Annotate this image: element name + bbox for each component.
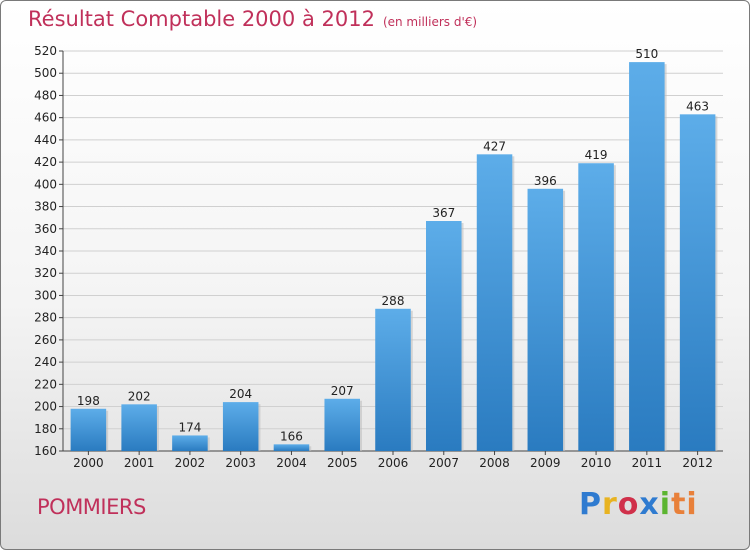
x-tick-label: 2010 [581, 456, 612, 470]
logo-letter: r [602, 487, 618, 522]
x-tick-label: 2007 [428, 456, 459, 470]
bar-layer [70, 62, 718, 452]
x-tick-label: 2000 [73, 456, 104, 470]
title-text: Résultat Comptable 2000 à 2012 [28, 7, 375, 31]
bar [426, 221, 462, 451]
commune-name: POMMIERS [37, 495, 146, 519]
x-tick-label: 2001 [124, 456, 155, 470]
axis-layer: 160 180 200 220 240 260 280 300 320 340 360 380 400 4… [34, 44, 723, 470]
bar [578, 163, 614, 451]
y-tick-label: 520 [34, 44, 57, 58]
y-tick-label: 300 [34, 288, 57, 302]
chart-subtitle: (en milliers d'€) [382, 15, 478, 29]
data-label: 288 [382, 294, 405, 308]
x-tick-label: 2011 [632, 456, 663, 470]
x-tick-label: 2006 [378, 456, 409, 470]
y-tick-label: 260 [34, 333, 57, 347]
logo-letter: x [639, 487, 660, 522]
data-label: 202 [128, 389, 151, 403]
data-label: 510 [635, 47, 658, 61]
label-layer: 198 202 174 204 166 207 288 367 427 396 419 510 463 [77, 47, 709, 443]
y-tick-label: 400 [34, 177, 57, 191]
data-label: 204 [229, 387, 252, 401]
x-tick-label: 2004 [276, 456, 307, 470]
y-tick-label: 360 [34, 222, 57, 236]
bar [629, 62, 665, 451]
y-tick-label: 240 [34, 355, 57, 369]
bar [222, 402, 259, 451]
y-tick-label: 160 [34, 444, 57, 458]
bar [324, 398, 360, 451]
logo-letter: i [659, 487, 672, 522]
x-tick-label: 2012 [682, 456, 713, 470]
x-tick-label: 2003 [225, 456, 256, 470]
y-tick-label: 340 [34, 244, 57, 258]
proxiti-logo: Proxiti [579, 487, 698, 522]
data-label: 463 [686, 99, 709, 113]
logo-letter: o [617, 487, 640, 522]
bar [375, 308, 411, 451]
y-tick-label: 320 [34, 266, 57, 280]
bar [273, 444, 310, 451]
y-tick-label: 380 [34, 200, 57, 214]
x-tick-label: 2002 [175, 456, 206, 470]
logo-letter: P [579, 487, 602, 522]
y-tick-label: 180 [34, 422, 57, 436]
data-label: 396 [534, 174, 557, 188]
bar [679, 114, 716, 451]
y-tick-label: 200 [34, 400, 57, 414]
data-label: 419 [585, 148, 608, 162]
x-tick-label: 2005 [327, 456, 358, 470]
x-tick-label: 2008 [479, 456, 510, 470]
logo-letter: ti [671, 487, 698, 522]
y-tick-label: 500 [34, 66, 57, 80]
bar [121, 404, 157, 451]
x-tick-label: 2009 [530, 456, 561, 470]
bar [476, 154, 513, 452]
data-label: 198 [77, 394, 100, 408]
y-tick-label: 280 [34, 311, 57, 325]
bar [527, 188, 564, 451]
data-label: 427 [483, 139, 506, 153]
bar [70, 408, 107, 451]
chart-title: Résultat Comptable 2000 à 2012 (en millie… [28, 7, 477, 31]
y-tick-label: 460 [34, 111, 57, 125]
data-label: 174 [178, 420, 201, 434]
data-label: 166 [280, 429, 303, 443]
bar [172, 435, 208, 451]
y-tick-label: 220 [34, 377, 57, 391]
y-tick-label: 440 [34, 133, 57, 147]
y-tick-label: 480 [34, 88, 57, 102]
data-label: 367 [432, 206, 455, 220]
data-label: 207 [331, 384, 354, 398]
y-tick-label: 420 [34, 155, 57, 169]
